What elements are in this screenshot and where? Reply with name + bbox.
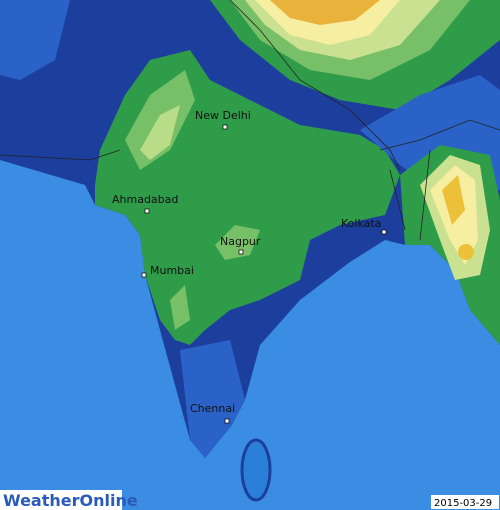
city-marker	[141, 272, 147, 278]
region	[170, 285, 190, 330]
date: 2015-03-29	[434, 498, 492, 509]
region	[180, 340, 245, 458]
region	[140, 105, 180, 160]
region	[442, 175, 465, 225]
logo-background	[0, 490, 122, 510]
border	[0, 0, 500, 241]
city-marker	[224, 418, 230, 424]
region	[270, 0, 380, 25]
region	[215, 225, 260, 260]
city-label: Mumbai	[150, 264, 194, 277]
logo: WeatherOnline	[3, 491, 138, 510]
city-label: Ahmadabad	[112, 193, 178, 206]
city-marker	[381, 229, 387, 235]
city-label: Kolkata	[341, 217, 381, 230]
city-marker	[238, 249, 244, 255]
date-background	[431, 495, 499, 509]
city-marker	[144, 208, 150, 214]
city-label: Chennai	[190, 402, 235, 415]
region	[458, 244, 474, 260]
region	[0, 0, 70, 80]
city-label: Nagpur	[220, 235, 261, 248]
city-marker	[222, 124, 228, 130]
city-label: New Delhi	[195, 109, 251, 122]
island	[240, 438, 272, 502]
